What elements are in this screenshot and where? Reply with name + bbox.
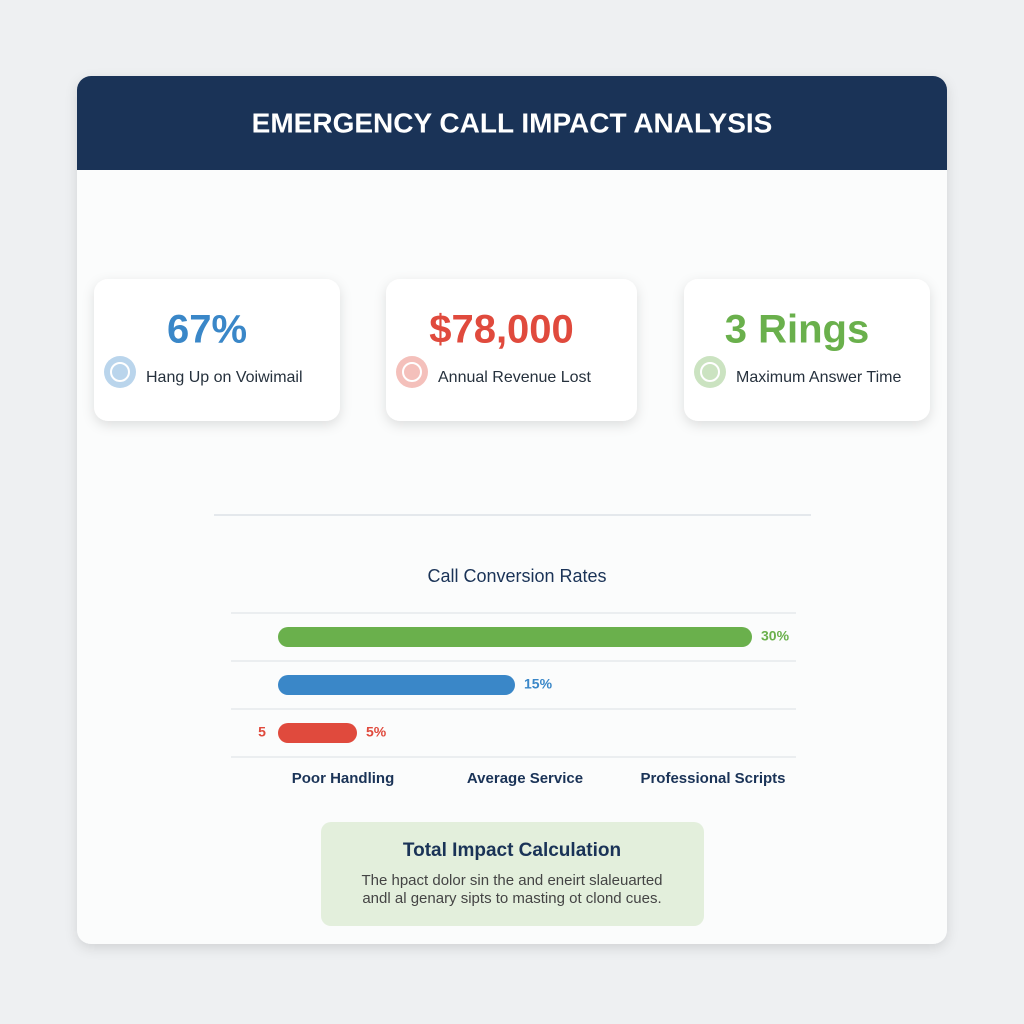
stat-card — [94, 279, 340, 421]
stat-icon-inner — [110, 362, 130, 382]
bar — [278, 723, 357, 743]
stat-value: $78,000 — [429, 308, 574, 352]
bar — [278, 627, 752, 647]
header-title: EMERGENCY CALL IMPACT ANALYSIS — [252, 107, 773, 138]
stat-label: Hang Up on Voiwimail — [146, 369, 303, 386]
value-label: 15% — [524, 676, 553, 692]
category-label: Professional Scripts — [640, 770, 785, 787]
value-label: 30% — [761, 628, 790, 644]
stat-label: Maximum Answer Time — [736, 369, 901, 386]
stat-value: 3 Rings — [725, 308, 869, 352]
value-label: 5% — [366, 724, 387, 740]
stat-value: 67% — [167, 308, 247, 352]
impact-text: The hpact dolor sin the and eneirt slale… — [361, 872, 662, 889]
impact-title: Total Impact Calculation — [403, 840, 621, 861]
stat-label: Annual Revenue Lost — [438, 369, 592, 386]
stat-card — [386, 279, 637, 421]
stat-icon — [104, 356, 136, 388]
impact-box — [321, 822, 704, 926]
impact-text: andl al genary sipts to masting ot clond… — [362, 890, 661, 907]
stat-icon — [694, 356, 726, 388]
chart-title: Call Conversion Rates — [427, 566, 606, 586]
stat-icon — [396, 356, 428, 388]
stat-card — [684, 279, 930, 421]
category-label: Average Service — [467, 770, 583, 787]
stat-icon-inner — [402, 362, 422, 382]
header-bar — [77, 76, 947, 170]
category-label: Poor Handling — [292, 770, 395, 787]
card — [77, 76, 947, 944]
annotation: 5 — [258, 724, 266, 740]
stat-icon-inner — [700, 362, 720, 382]
bar — [278, 675, 515, 695]
